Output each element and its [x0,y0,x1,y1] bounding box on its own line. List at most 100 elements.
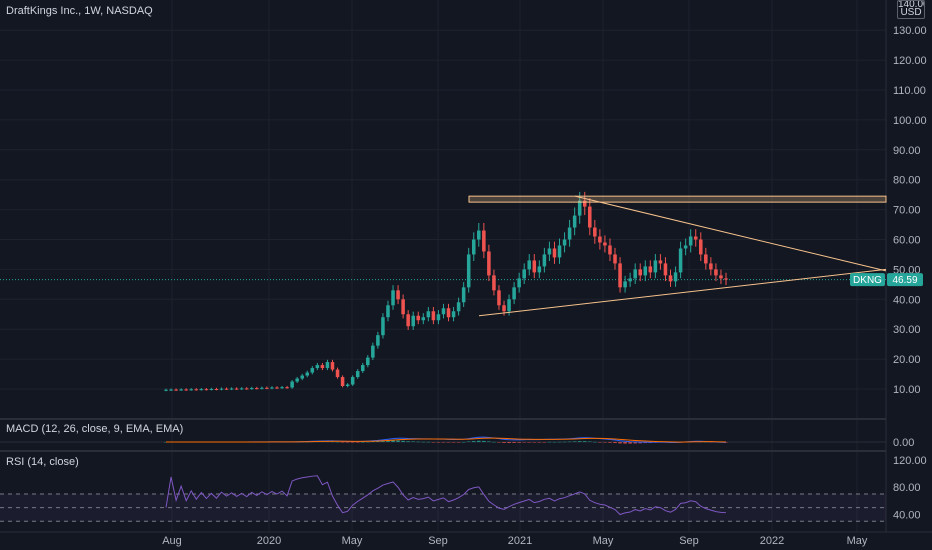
candle-body [416,315,421,321]
candle-body [532,260,537,273]
price-tick-label: 10.00 [893,384,921,396]
candle-body [492,275,496,291]
macd-histogram-bar [542,442,547,443]
macd-histogram-bar [618,442,622,444]
candle-body [699,239,703,255]
macd-histogram-bar [471,441,476,442]
candle-body [693,236,698,240]
macd-histogram-bar [340,442,345,443]
candle-body [411,315,415,327]
price-tick-label: 20.00 [893,354,921,366]
macd-histogram-bar [411,441,415,442]
candle-body [325,362,330,369]
candle-body [593,227,597,237]
macd-histogram-bar [497,442,501,443]
price-tick-label: 100.00 [893,115,927,127]
macd-histogram-bar [628,442,632,444]
chart-title: DraftKings Inc., 1W, NASDAQ [6,5,153,17]
macd-histogram-bar [623,442,627,444]
candle-body [406,314,410,327]
macd-histogram-bar [547,441,552,443]
currency-badge[interactable]: 140.00 USD [897,0,925,19]
time-tick-label: Sep [428,535,448,547]
time-tick-label: May [342,535,363,547]
rsi-line [165,475,727,516]
macd-histogram-bar [366,441,370,443]
price-tag-value: 46.59 [892,275,917,286]
drawings[interactable] [468,195,887,317]
time-tick-label: Sep [679,535,699,547]
candle-body [648,266,653,273]
candle-body [164,389,168,391]
upper-trendline [574,195,887,272]
candle-body [179,389,183,391]
candle-body [441,308,446,315]
price-tag-symbol: DKNG [853,275,882,286]
macd-histogram-bar [608,442,612,443]
candle-body [401,299,405,315]
candle-body [517,278,521,288]
macd-histogram-bar [426,441,431,443]
macd-histogram-bar [461,441,466,443]
candle-body [270,387,274,389]
macd-histogram-bar [482,440,486,442]
candle-body [507,299,511,312]
macd-signal-line [165,437,727,443]
candle-body [577,200,582,216]
candle-body [522,269,526,279]
candle-body [209,389,214,390]
candle-body [658,260,663,264]
price-tick-label: 110.00 [893,85,926,97]
candle-body [542,254,547,267]
candle-body [683,245,688,249]
macd-histogram-bar [638,442,642,444]
candle-body [482,230,486,252]
candle-body [189,389,193,391]
price-tick-label: 70.00 [893,205,921,217]
macd-histogram-bar [487,441,491,442]
candle-body [673,272,678,282]
macd-histogram-bar [396,440,400,442]
price-tick-label: 130.00 [893,25,927,37]
macd-histogram-bar [330,441,335,443]
macd-histogram-bar [406,441,410,442]
candle-body [572,215,577,228]
macd-histogram-bar [381,441,385,442]
candle-body [557,245,562,258]
currency-label: USD [900,7,922,18]
macd-histogram-bar [371,441,375,443]
candle-body [290,381,294,388]
candle-body [446,308,451,318]
macd-histogram-bar [709,442,713,443]
macd-histogram-bar [451,442,456,443]
candle-body [194,389,199,391]
candle-body [471,239,476,255]
candle-body [623,281,627,288]
candle-body [724,278,728,280]
candle-body [714,269,718,276]
candle-body [260,387,264,389]
candle-body [355,371,360,378]
candle-body [709,263,713,270]
candle-body [704,254,708,264]
price-axis[interactable]: 130.00 120.00 110.00 100.00 90.00 80.00 70.00 6… [893,25,927,396]
candle-body [502,305,506,312]
time-tick-label: 2020 [257,535,281,547]
macd-histogram-bar [492,441,496,443]
rsi-tick-label: 40.00 [893,509,921,521]
price-tick-label: 90.00 [893,145,921,157]
time-axis[interactable]: Aug 2020 May Sep 2021 May Sep 2022 May [162,535,868,547]
candle-body [638,269,642,276]
resistance-zone [468,195,887,203]
candle-body [421,317,426,321]
time-tick-label: May [593,535,614,547]
candle-body [613,254,617,264]
candle-body [376,335,380,346]
candle-body [391,290,395,306]
candle-body [512,287,516,300]
macd-histogram-bar [441,442,446,443]
candle-body [431,311,436,321]
candle-body [199,389,204,391]
macd-histogram-bar [572,441,577,442]
